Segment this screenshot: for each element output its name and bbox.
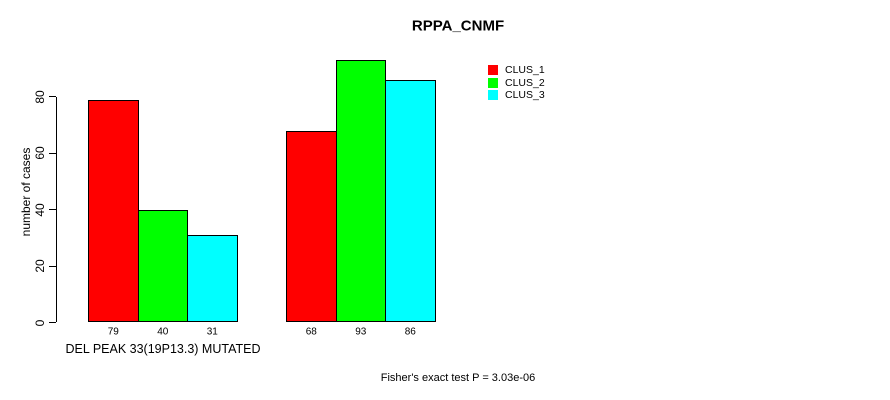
bar-clus_3-group1 (187, 235, 238, 323)
legend-row-clus_3: CLUS_3 (488, 89, 545, 102)
legend-swatch-clus_2 (488, 77, 498, 88)
y-axis-line (56, 96, 57, 323)
legend-label: CLUS_3 (505, 89, 545, 102)
y-axis-tick (49, 322, 56, 323)
legend-label: CLUS_2 (505, 76, 545, 89)
bar-clus_2-group2 (335, 60, 386, 323)
y-axis-tick (49, 209, 56, 211)
bar-clus_3-group2 (385, 79, 436, 323)
y-axis-tick (49, 265, 56, 267)
y-axis-tick (49, 96, 56, 98)
legend-row-clus_1: CLUS_1 (488, 64, 545, 77)
bar-clus_1-group1 (88, 99, 139, 323)
bar-value-label: 93 (355, 326, 367, 338)
legend-swatch-clus_1 (488, 65, 498, 76)
legend: CLUS_1 CLUS_2 CLUS_3 (488, 64, 545, 102)
y-axis-tick (49, 152, 56, 154)
y-tick-label: 60 (33, 146, 47, 160)
bar-value-label: 31 (206, 326, 218, 338)
y-tick-label: 80 (33, 90, 47, 104)
y-axis-label: number of cases (19, 147, 33, 237)
bar-value-label: 68 (305, 326, 317, 338)
legend-row-clus_2: CLUS_2 (488, 77, 545, 90)
y-tick-label: 20 (33, 259, 47, 273)
bar-clus_1-group2 (286, 130, 337, 323)
legend-swatch-clus_3 (488, 90, 498, 101)
bar-value-label: 40 (157, 326, 169, 338)
x-axis-label: DEL PEAK 33(19P13.3) MUTATED (65, 342, 261, 356)
legend-label: CLUS_1 (505, 64, 545, 77)
bar-clus_2-group1 (137, 209, 188, 323)
y-tick-label: 40 (33, 203, 47, 217)
bar-value-label: 79 (107, 326, 119, 338)
y-tick-label: 0 (33, 319, 47, 326)
bar-value-label: 86 (404, 326, 416, 338)
fisher-test-annotation: Fisher's exact test P = 3.03e-06 (380, 372, 536, 384)
chart-title: RPPA_CNMF (411, 17, 505, 35)
